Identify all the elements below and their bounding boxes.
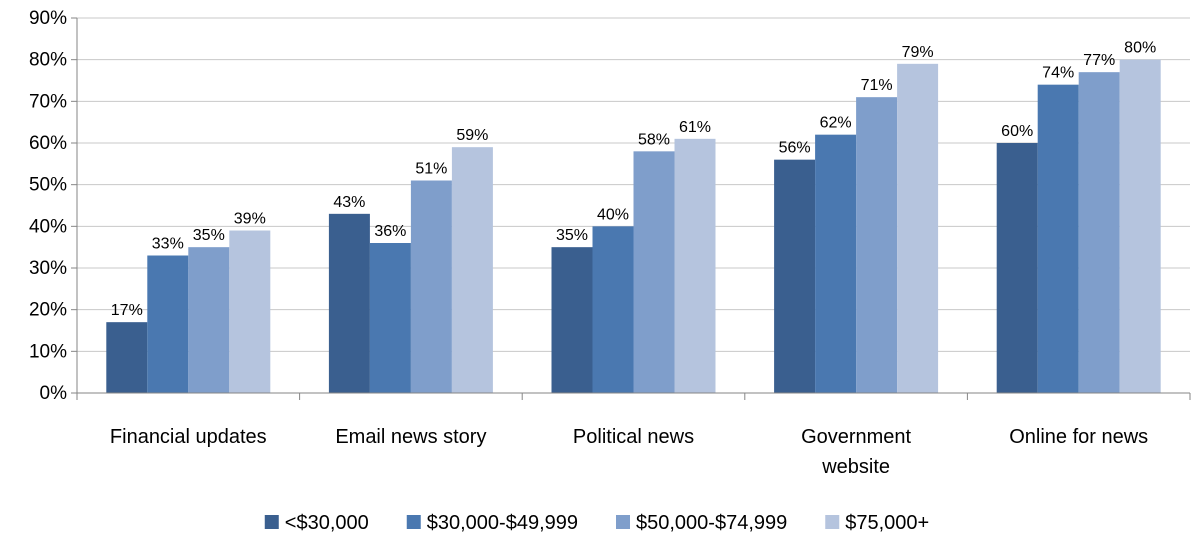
data-label-1-2: 51% [415, 161, 447, 178]
bar-0-1 [147, 255, 189, 393]
x-tick-label-4: Online for news [1009, 426, 1148, 448]
y-tick-label-0: 0% [40, 383, 68, 404]
bar-1-2 [410, 180, 452, 393]
legend-label-1: $30,000-$49,999 [427, 512, 578, 534]
y-tick-label-1: 10% [29, 341, 67, 362]
data-label-2-0: 35% [556, 227, 588, 244]
x-tick-label-3-line-0: Government [801, 426, 911, 448]
y-tick-label-6: 60% [29, 133, 67, 154]
legend-label-0: <$30,000 [285, 512, 369, 534]
data-label-1-0: 43% [333, 194, 365, 211]
bar-2-1 [592, 226, 634, 393]
y-tick-label-2: 20% [29, 300, 67, 321]
y-tick-label-9: 90% [29, 8, 67, 29]
data-label-4-0: 60% [1001, 123, 1033, 140]
bar-4-1 [1037, 84, 1079, 394]
bars [106, 59, 1161, 394]
legend-label-2: $50,000-$74,999 [636, 512, 787, 534]
bar-3-3 [897, 63, 939, 393]
x-axis: Financial updates Email news story Politic… [76, 392, 1191, 478]
data-label-3-0: 56% [779, 140, 811, 157]
data-label-0-2: 35% [193, 227, 225, 244]
bar-3-2 [856, 97, 898, 394]
bar-4-3 [1119, 59, 1161, 394]
bar-1-3 [451, 147, 493, 393]
bar-2-2 [633, 151, 675, 393]
bar-0-0 [106, 322, 148, 393]
legend-label-3: $75,000+ [845, 512, 929, 534]
x-tick-label-1: Email news story [335, 426, 486, 448]
data-labels: 17% 33% 35% 39% 43% 36% 51% 59% 35% 40% 58% 61% 56% 6… [111, 40, 1156, 319]
data-label-0-1: 33% [152, 236, 184, 253]
bar-2-0 [551, 247, 593, 393]
data-label-0-0: 17% [111, 302, 143, 319]
bar-1-1 [369, 243, 411, 393]
data-label-4-1: 74% [1042, 65, 1074, 82]
y-tick-label-8: 80% [29, 50, 67, 71]
data-label-4-3: 80% [1124, 40, 1156, 57]
legend-swatch-2 [616, 515, 630, 529]
data-label-0-3: 39% [234, 211, 266, 228]
data-label-3-3: 79% [902, 44, 934, 61]
y-tick-label-5: 50% [29, 175, 67, 196]
data-label-2-1: 40% [597, 206, 629, 223]
data-label-1-3: 59% [456, 127, 488, 144]
bar-0-2 [188, 247, 230, 393]
y-tick-label-3: 30% [29, 258, 67, 279]
y-axis: 0% 10% 20% 30% 40% 50% 60% 70% 80% 90% [29, 8, 78, 404]
bar-0-3 [229, 230, 271, 393]
data-label-2-3: 61% [679, 119, 711, 136]
bar-3-1 [815, 134, 857, 393]
data-label-1-1: 36% [374, 223, 406, 240]
x-tick-label-3-line-1: website [821, 456, 890, 478]
data-label-3-2: 71% [861, 77, 893, 94]
bar-3-0 [774, 159, 816, 393]
x-tick-label-2: Political news [573, 426, 694, 448]
legend: <$30,000 $30,000-$49,999 $50,000-$74,999 $7… [264, 512, 929, 534]
legend-swatch-0 [264, 515, 279, 529]
y-tick-label-7: 70% [29, 91, 67, 112]
x-tick-label-0: Financial updates [110, 426, 267, 448]
legend-swatch-1 [406, 515, 421, 529]
legend-swatch-3 [825, 515, 840, 529]
bar-2-3 [674, 138, 716, 393]
bar-4-2 [1078, 72, 1120, 394]
data-label-3-1: 62% [820, 115, 852, 132]
data-label-2-2: 58% [638, 131, 670, 148]
bar-1-0 [328, 213, 370, 393]
bar-4-0 [996, 143, 1038, 393]
y-tick-label-4: 40% [29, 216, 67, 237]
data-label-4-2: 77% [1083, 52, 1115, 69]
